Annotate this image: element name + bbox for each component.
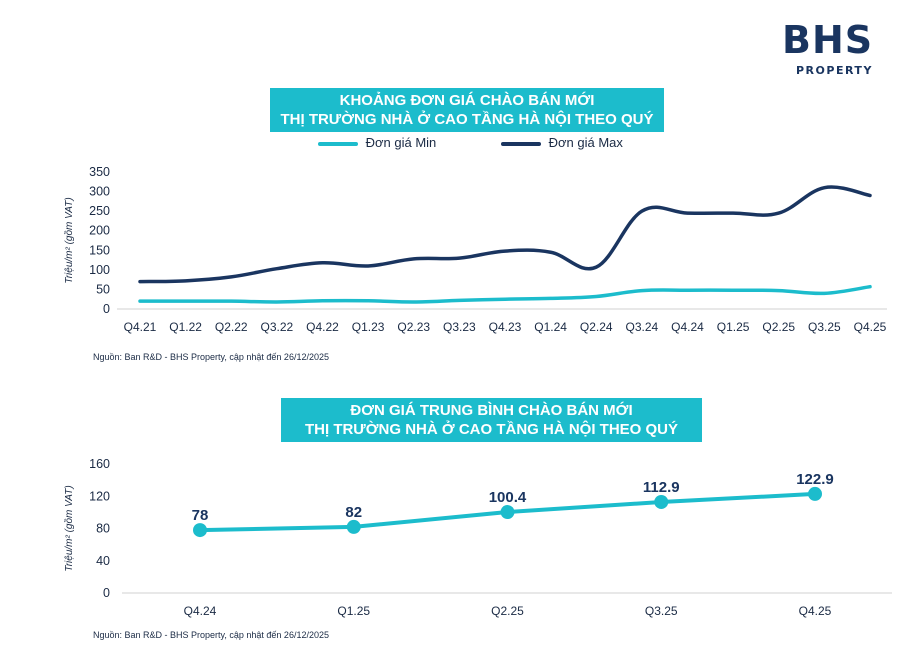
chart1-price-range: Triệu/m² (gồm VAT) 0 50 100 150 200 250 300 350 Q… (63, 165, 887, 334)
chart2-x-tick-label: Q4.24 (184, 604, 217, 618)
chart1-x-tick-label: Q1.24 (534, 320, 567, 334)
chart2-title: ĐƠN GIÁ TRUNG BÌNH CHÀO BÁN MỚI THỊ TRƯỜ… (281, 398, 702, 442)
chart1-y-tick-label: 300 (89, 185, 110, 199)
chart1-y-tick-label: 250 (89, 204, 110, 218)
brand-logo: BHS (782, 18, 874, 62)
chart2-data-label: 122.9 (796, 471, 834, 488)
chart2-data-label: 112.9 (643, 479, 680, 496)
chart2-y-tick-label: 160 (89, 457, 110, 471)
chart1-y-tick-label: 350 (89, 165, 110, 179)
legend-item-min: Đơn giá Min (318, 135, 436, 150)
chart2-data-point (654, 494, 669, 509)
chart1-x-tick-label: Q1.22 (169, 320, 202, 334)
chart1-x-tick-label: Q1.23 (352, 320, 385, 334)
chart2-source: Nguồn: Ban R&D - BHS Property, cập nhật … (93, 630, 329, 640)
chart1-x-tick-label: Q4.21 (124, 320, 157, 334)
chart2-x-tick-label: Q4.25 (799, 604, 832, 618)
chart1-x-tick-label: Q2.23 (397, 320, 430, 334)
chart2-data-point (500, 505, 515, 520)
chart2-x-tick-label: Q2.25 (491, 604, 524, 618)
chart2-y-tick-label: 40 (96, 554, 110, 568)
chart2-data-label: 78 (192, 507, 209, 524)
chart1-y-tick-label: 200 (89, 224, 110, 238)
brand-logo-subtitle: PROPERTY (796, 64, 873, 77)
chart1-y-axis-label: Triệu/m² (gồm VAT) (63, 197, 75, 283)
chart1-series-max-line (138, 185, 872, 284)
chart1-y-tick-label: 150 (89, 243, 110, 257)
chart2-title-line2: THỊ TRƯỜNG NHÀ Ở CAO TẦNG HÀ NỘI THEO QU… (304, 421, 679, 438)
chart1-x-tick-label: Q4.23 (489, 320, 522, 334)
chart1-y-tick-label: 50 (96, 282, 110, 296)
chart2-data-point (193, 523, 207, 538)
legend-swatch-min (318, 141, 358, 146)
chart1-x-tick-label: Q1.25 (717, 320, 750, 334)
chart2-y-tick-label: 120 (89, 489, 110, 503)
legend-swatch-max (501, 141, 541, 146)
chart2-y-tick-label: 80 (96, 522, 110, 536)
chart1-title: KHOẢNG ĐƠN GIÁ CHÀO BÁN MỚI THỊ TRƯỜNG N… (270, 88, 664, 132)
chart1-x-tick-label: Q3.25 (808, 320, 841, 334)
legend-label-max: Đơn giá Max (548, 135, 623, 150)
chart1-x-tick-label: Q3.23 (443, 320, 476, 334)
chart2-x-tick-label: Q3.25 (645, 604, 678, 618)
chart1-x-tick-label: Q2.24 (580, 320, 613, 334)
chart1-x-tick-label: Q3.22 (261, 320, 294, 334)
legend-item-max: Đơn giá Max (501, 135, 623, 150)
chart2-average-price: Triệu/m² (gồm VAT) 0 40 80 120 160 Q4.24 Q1.25 Q… (63, 457, 892, 618)
chart1-title-line1: KHOẢNG ĐƠN GIÁ CHÀO BÁN MỚI (339, 92, 595, 109)
chart1-x-tick-label: Q2.25 (762, 320, 795, 334)
chart1-series-min-line (138, 284, 872, 304)
chart2-y-tick-label: 0 (103, 586, 110, 600)
chart2-data-label: 100.4 (489, 489, 527, 506)
chart1-x-tick-label: Q4.24 (671, 320, 704, 334)
chart2-x-tick-label: Q1.25 (337, 604, 370, 618)
chart1-x-tick-label: Q4.22 (306, 320, 339, 334)
chart1-y-tick-label: 100 (89, 263, 110, 277)
chart1-x-tick-label: Q2.22 (215, 320, 248, 334)
chart2-data-label: 82 (345, 504, 362, 521)
chart1-source: Nguồn: Ban R&D - BHS Property, cập nhật … (93, 352, 329, 362)
chart2-data-point (808, 486, 822, 501)
chart1-y-tick-label: 0 (103, 302, 110, 316)
chart2-data-point (346, 519, 361, 534)
chart1-x-tick-label: Q4.25 (854, 320, 887, 334)
chart2-y-axis-label: Triệu/m² (gồm VAT) (63, 485, 75, 571)
chart1-title-line2: THỊ TRƯỜNG NHÀ Ở CAO TẦNG HÀ NỘI THEO QU… (280, 111, 654, 128)
chart2-title-line1: ĐƠN GIÁ TRUNG BÌNH CHÀO BÁN MỚI (350, 402, 633, 419)
chart1-x-tick-label: Q3.24 (626, 320, 659, 334)
legend-label-min: Đơn giá Min (365, 135, 437, 150)
